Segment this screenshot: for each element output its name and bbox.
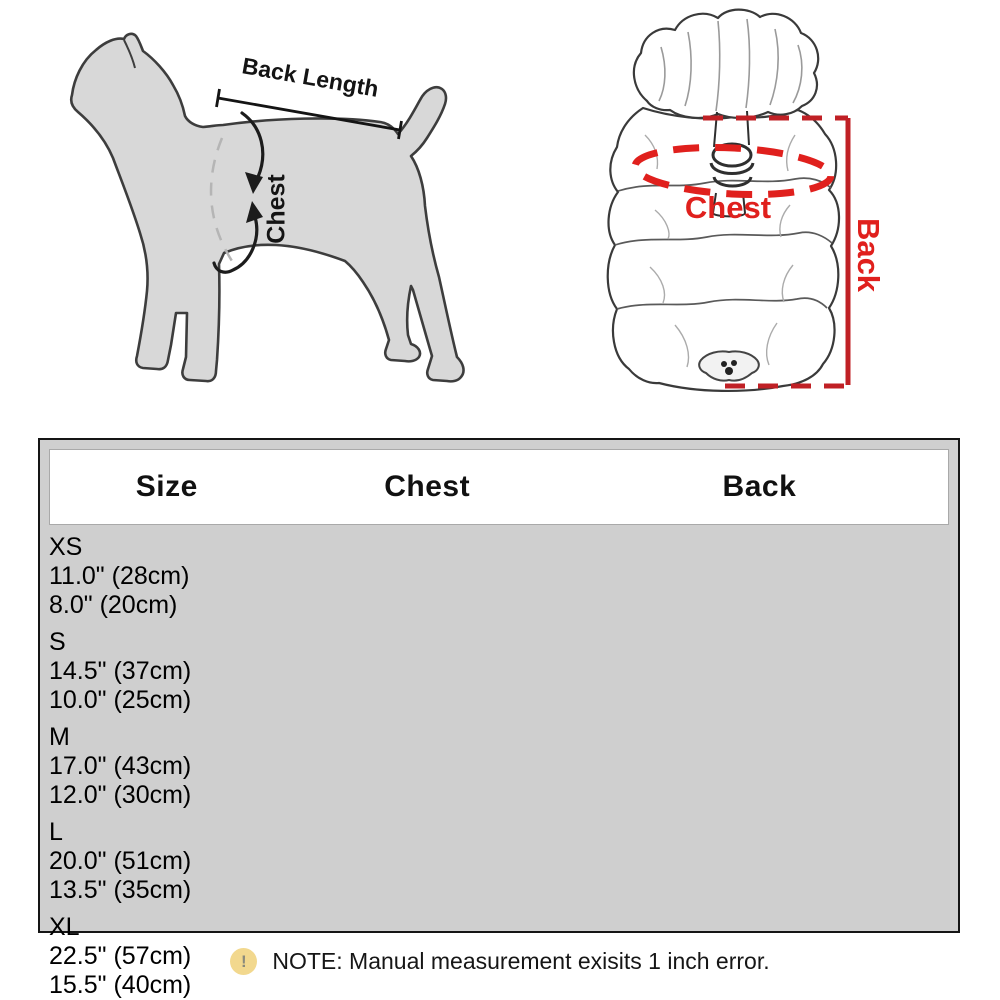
vest-back-label: Back — [851, 218, 886, 293]
back-length-label: Back Length — [240, 52, 380, 102]
collar-fold-lines — [658, 18, 803, 112]
back-length-tick-left — [215, 88, 221, 108]
chest-arrow-up — [212, 215, 259, 274]
header-back: Back — [722, 470, 797, 503]
note-text: NOTE: Manual measurement exisits 1 inch … — [272, 947, 770, 974]
size-cell: L — [49, 818, 63, 846]
table-row: L 20.0" (51cm) 13.5" (35cm) — [49, 818, 949, 905]
chest-dashed-ellipse — [631, 143, 835, 199]
logo-patch — [698, 350, 760, 382]
warning-icon: ! — [230, 947, 258, 975]
chest-cell: 22.5" (57cm) — [49, 942, 192, 970]
chest-arrowhead-down — [245, 172, 263, 194]
table-row: M 17.0" (43cm) 12.0" (30cm) — [49, 723, 949, 810]
back-cell: 12.0" (30cm) — [49, 781, 192, 809]
back-cell: 15.5" (40cm) — [49, 971, 192, 999]
logo-patch-emblem — [721, 360, 737, 375]
vest-chest-label: Chest — [685, 190, 771, 225]
dog-silhouette — [69, 32, 465, 383]
vest-measurement-diagram: Chest Back — [606, 8, 886, 392]
dog-chest-label: Chest — [263, 174, 291, 244]
header-size: Size — [135, 470, 198, 503]
chest-cell: 14.5" (37cm) — [49, 657, 192, 685]
size-cell: S — [49, 628, 66, 656]
back-length-tick-right — [397, 120, 403, 140]
size-table-header-row: Size Chest Back — [49, 449, 949, 525]
dog-ear-line — [123, 39, 136, 69]
size-cell: M — [49, 723, 70, 751]
chest-cell: 11.0" (28cm) — [49, 562, 190, 590]
dog-measurement-diagram: Back Length Chest — [69, 32, 465, 383]
chest-cell: 20.0" (51cm) — [49, 847, 192, 875]
chest-cell: 17.0" (43cm) — [49, 752, 192, 780]
back-length-line — [217, 96, 401, 132]
chest-arrow-down — [240, 111, 265, 179]
vest-collar — [632, 8, 820, 120]
chest-arrowhead-up — [246, 201, 263, 223]
measurement-note: ! NOTE: Manual measurement exisits 1 inc… — [0, 938, 1000, 984]
header-chest: Chest — [384, 470, 471, 503]
back-cell: 10.0" (25cm) — [49, 686, 192, 714]
size-cell: XS — [49, 533, 83, 561]
table-row: S 14.5" (37cm) 10.0" (25cm) — [49, 628, 949, 715]
back-cell: 8.0" (20cm) — [49, 591, 178, 619]
size-cell: XL — [49, 913, 80, 941]
back-cell: 13.5" (35cm) — [49, 876, 192, 904]
table-row: XS 11.0" (28cm) 8.0" (20cm) — [49, 533, 949, 620]
table-row: XL 22.5" (57cm) 15.5" (40cm) — [49, 913, 949, 1000]
size-table: Size Chest Back XS 11.0" (28cm) 8.0" (20… — [38, 438, 960, 999]
